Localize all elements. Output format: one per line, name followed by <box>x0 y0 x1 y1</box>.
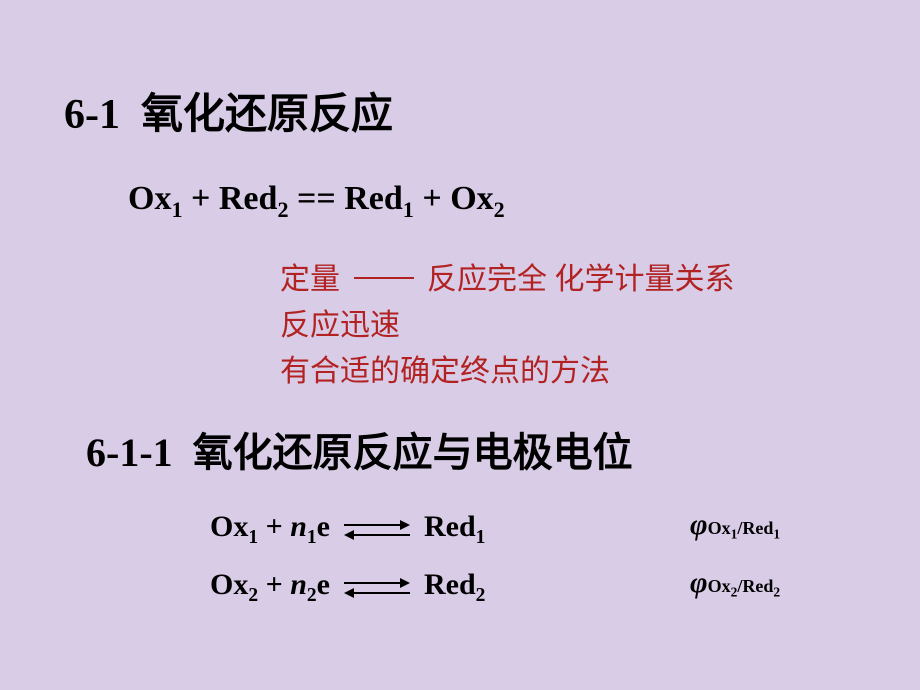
h1-n-sub: 1 <box>307 527 317 548</box>
eq-equals: == <box>288 180 344 217</box>
potential-1: φOx1/Red1 <box>690 508 780 543</box>
phi1-ox: Ox <box>708 518 731 538</box>
subsection-title: 6-1-1 氧化还原反应与电极电位 <box>86 420 633 478</box>
main-equation: Ox1 + Red2 == Red1 + Ox2 <box>128 180 505 223</box>
eq-ox2: Ox <box>450 180 493 217</box>
h2-n: n <box>290 568 307 601</box>
h1-ox-sub: 1 <box>248 527 258 548</box>
title-number: 6-1 <box>64 92 120 138</box>
note-line-1: 定量 反应完全 化学计量关系 <box>280 254 735 298</box>
eq-ox2-sub: 2 <box>494 197 505 222</box>
subtitle-number: 6-1-1 <box>86 430 173 475</box>
phi2-red-sub: 2 <box>773 585 780 600</box>
phi1-red-sub: 1 <box>773 527 780 542</box>
equilibrium-arrow-icon <box>344 578 410 598</box>
equilibrium-arrow-icon <box>344 520 410 540</box>
eq-red1: Red <box>344 180 403 217</box>
h2-ox: Ox <box>210 568 248 601</box>
eq-red1-sub: 1 <box>403 197 414 222</box>
note1-b: 反应完全 化学计量关系 <box>420 263 735 296</box>
eq-plus1: + <box>183 180 219 217</box>
eq-red2: Red <box>219 180 278 217</box>
h2-plus: + <box>258 568 290 601</box>
half-reaction-1: Ox1 + n1e Red1 <box>210 510 485 549</box>
phi1-symbol: φ <box>690 508 708 541</box>
h1-e: e <box>317 510 330 543</box>
h1-plus: + <box>258 510 290 543</box>
eq-plus2: + <box>414 180 450 217</box>
note-line-3: 有合适的确定终点的方法 <box>280 346 610 390</box>
h2-ox-sub: 2 <box>248 585 258 606</box>
potential-2: φOx2/Red2 <box>690 566 780 601</box>
subtitle-text: 氧化还原反应与电极电位 <box>193 430 633 475</box>
slide: 6-1 氧化还原反应 Ox1 + Red2 == Red1 + Ox2 定量 反… <box>0 0 920 690</box>
h2-red-sub: 2 <box>476 585 486 606</box>
h1-red: Red <box>424 510 476 543</box>
phi2-red: Red <box>742 576 773 596</box>
eq-ox1-sub: 1 <box>171 197 182 222</box>
h2-e: e <box>317 568 330 601</box>
note1-a: 定量 <box>280 263 348 296</box>
eq-ox1: Ox <box>128 180 171 217</box>
eq-red2-sub: 2 <box>277 197 288 222</box>
title-text: 氧化还原反应 <box>141 92 393 138</box>
h1-red-sub: 1 <box>476 527 486 548</box>
h2-n-sub: 2 <box>307 585 317 606</box>
phi2-ox: Ox <box>708 576 731 596</box>
h2-red: Red <box>424 568 476 601</box>
note-line-2: 反应迅速 <box>280 300 400 344</box>
h1-n: n <box>290 510 307 543</box>
phi1-red: Red <box>742 518 773 538</box>
phi2-symbol: φ <box>690 566 708 599</box>
dash-icon <box>354 277 414 279</box>
half-reaction-2: Ox2 + n2e Red2 <box>210 568 485 607</box>
section-title: 6-1 氧化还原反应 <box>64 80 393 141</box>
h1-ox: Ox <box>210 510 248 543</box>
